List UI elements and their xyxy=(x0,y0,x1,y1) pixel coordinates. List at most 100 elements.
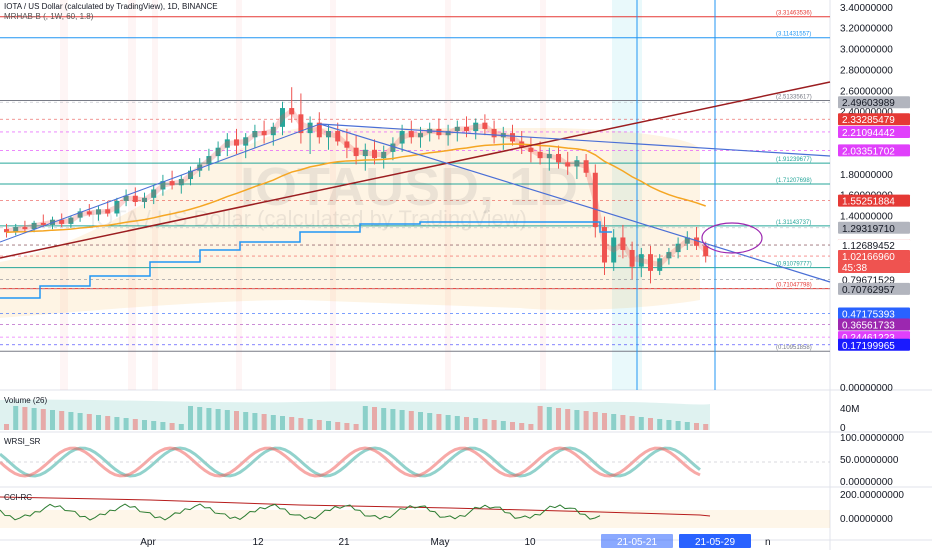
fib-level-label: (3.11431557) xyxy=(776,32,811,38)
volume-bar xyxy=(22,407,28,430)
volume-bar xyxy=(629,416,635,430)
ha-smooth xyxy=(6,107,708,268)
volume-bar xyxy=(326,421,331,430)
fib-level-label: (1.31143737) xyxy=(776,220,811,226)
volume-bar xyxy=(372,407,377,430)
candle-body xyxy=(160,181,166,190)
volume-tick-label: 0 xyxy=(840,423,846,434)
volume-bar xyxy=(381,408,387,430)
candle-body xyxy=(298,114,304,134)
volume-bar xyxy=(261,414,267,430)
session-band xyxy=(330,0,336,390)
volume-bar xyxy=(289,417,295,430)
price-tick-label: 2.80000000 xyxy=(840,65,893,76)
volume-bar xyxy=(197,407,203,430)
volume-bar xyxy=(77,413,83,430)
price-label-text: 0.47175393 xyxy=(842,309,895,320)
volume-bar xyxy=(86,414,92,430)
price-label: 1.02166960 xyxy=(838,250,910,263)
candle-body xyxy=(445,131,451,136)
volume-bar xyxy=(703,424,709,430)
candle-body xyxy=(565,162,571,167)
volume-bar xyxy=(151,421,157,430)
candle-body xyxy=(592,172,598,228)
time-tick-label: n xyxy=(765,537,771,548)
ema-line xyxy=(6,143,706,233)
price-label: 2.33285479 xyxy=(838,113,910,126)
cci-pane: 200.00000000 0.00000000 xyxy=(0,490,904,528)
candle-body xyxy=(280,108,285,127)
volume-bar xyxy=(50,410,55,430)
candle-body xyxy=(326,131,331,138)
candle-body xyxy=(381,151,387,159)
volume-bar xyxy=(473,418,479,430)
volume-bar xyxy=(13,406,19,430)
volume-bar xyxy=(353,424,359,430)
candle-body xyxy=(620,237,626,250)
volume-bar xyxy=(491,420,497,430)
price-label-bg xyxy=(838,239,910,252)
price-tick-label: 2.60000000 xyxy=(840,86,893,97)
volume-bar xyxy=(574,410,580,430)
price-label-bg xyxy=(838,113,910,126)
candle-body xyxy=(215,147,221,157)
volume-bar xyxy=(142,420,147,430)
volume-bar xyxy=(648,418,653,430)
price-label-text: 1.55251884 xyxy=(842,197,895,208)
volume-bar xyxy=(270,415,276,430)
wrsi-tick-label: 100.00000000 xyxy=(840,433,904,444)
price-label-text: 0.79671529 xyxy=(842,276,895,287)
candle-body xyxy=(390,143,396,152)
price-label: 0.17199965 xyxy=(838,338,910,352)
volume-bar xyxy=(316,420,322,430)
trendline-blue-rising xyxy=(0,123,321,243)
volume-bar xyxy=(68,412,74,430)
candle-body xyxy=(436,128,442,136)
volume-bar xyxy=(638,417,644,430)
candle-body xyxy=(408,131,414,138)
volume-bar xyxy=(565,409,571,430)
envelope-cloud xyxy=(0,128,700,318)
fib-level-label: (0.10951858) xyxy=(776,345,812,351)
candle-body xyxy=(418,133,423,138)
volume-bar xyxy=(344,423,350,430)
price-label: 1.55251884 xyxy=(838,194,910,208)
volume-bar xyxy=(510,422,515,430)
candle-body xyxy=(96,209,101,215)
candle-body xyxy=(261,131,267,136)
candle-body xyxy=(546,153,552,159)
fib-level-label: (3.31463536) xyxy=(776,11,812,17)
cci-line-green xyxy=(0,503,601,521)
price-label-bg xyxy=(838,194,910,207)
price-label-bg xyxy=(838,144,910,157)
volume-bar xyxy=(694,423,699,430)
price-label: 0.47175393 xyxy=(838,307,910,320)
price-label-text: 0.17199965 xyxy=(842,341,895,352)
candle-body xyxy=(666,252,672,259)
volume-bar xyxy=(40,409,46,430)
candle-body xyxy=(344,141,350,148)
volume-bar xyxy=(666,420,672,430)
annotation-circle xyxy=(701,222,763,254)
volume-bar xyxy=(620,415,626,430)
volume-bar xyxy=(454,416,460,430)
candle-body xyxy=(123,195,129,201)
volume-bar xyxy=(408,411,414,430)
price-label-text: 2.21094442 xyxy=(842,128,895,139)
candle-body xyxy=(178,179,184,186)
time-highlight-bg xyxy=(679,534,751,548)
fib-levels: (3.31463536) (3.11431557) (2.51335617) (1.9… xyxy=(0,11,830,352)
candle-body xyxy=(602,227,607,263)
price-label: 45:38 xyxy=(838,261,910,274)
volume-bar xyxy=(684,422,690,430)
candle-body xyxy=(638,254,644,267)
candle-body xyxy=(142,197,147,202)
price-label: 2.03351702 xyxy=(838,144,910,157)
volume-bar xyxy=(500,421,506,430)
price-label-bg xyxy=(838,261,910,274)
volume-bar xyxy=(105,416,111,430)
price-label-bg xyxy=(838,338,910,351)
price-label: 0.70762957 xyxy=(838,282,910,296)
candle-body xyxy=(648,254,653,271)
